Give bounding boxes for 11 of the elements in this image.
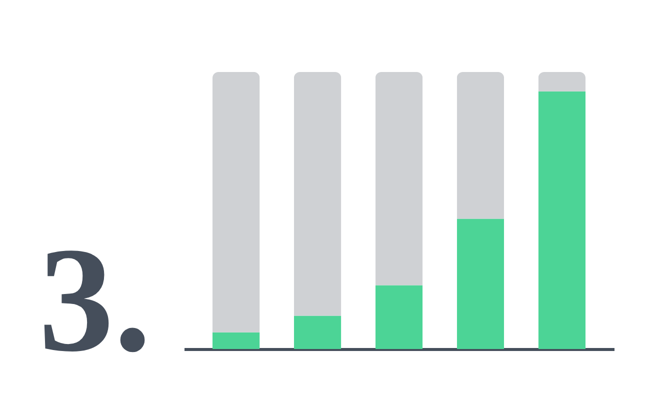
bar — [294, 72, 342, 316]
bar — [294, 316, 342, 349]
bar — [212, 332, 260, 349]
bar — [538, 72, 586, 92]
bar — [375, 72, 423, 286]
bar — [538, 91, 586, 349]
bar — [212, 72, 260, 332]
bar — [456, 72, 504, 219]
bar — [375, 285, 423, 349]
text: 3. — [38, 217, 152, 383]
bar — [456, 218, 504, 349]
